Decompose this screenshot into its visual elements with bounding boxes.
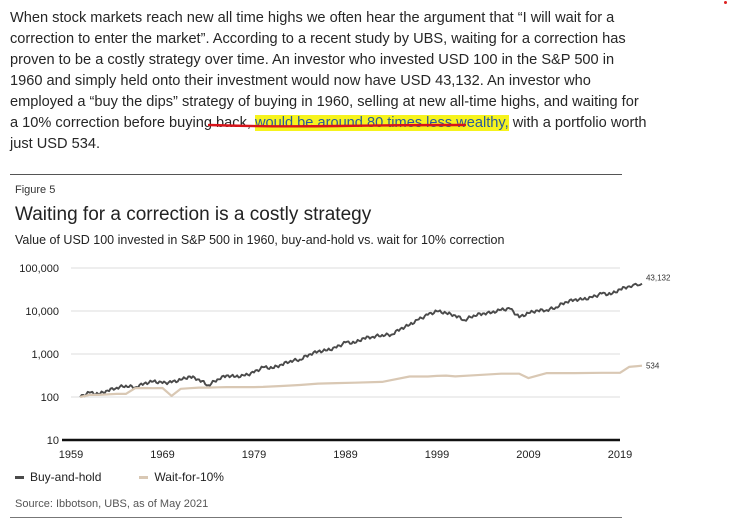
chart-subtitle: Value of USD 100 invested in S&P 500 in … [15,233,505,247]
red-dot-marker [724,1,727,4]
chart-title: Waiting for a correction is a costly str… [15,204,372,225]
y-tick-label: 1,000 [31,349,59,361]
legend-swatch [139,475,149,479]
x-tick-label: 2019 [608,449,632,461]
y-tick-label: 10,000 [25,306,59,318]
series-end-label: 43,132 [646,274,671,283]
legend-label: Wait-for-10% [154,470,224,484]
y-tick-label: 10 [47,435,59,447]
paragraph-before: When stock markets reach new all time hi… [10,10,639,131]
paragraph-after: with a portfolio worth just USD 534. [10,115,647,152]
chart-legend: Buy-and-hold Wait-for-10% [15,470,224,484]
chart-grid [62,267,620,442]
x-axis-ticks: 1959 1969 1979 1989 1999 2009 2019 [59,449,632,461]
x-tick-label: 1979 [242,449,266,461]
y-tick-label: 100,000 [19,263,59,275]
series-line-wait-for-10 [79,364,643,399]
x-tick-label: 1969 [150,449,174,461]
series-end-label: 534 [646,362,660,371]
y-axis-ticks: 100,000 10,000 1,000 100 10 [19,263,59,447]
figure-bottom-rule [10,517,622,518]
chart-source: Source: Ibbotson, UBS, as of May 2021 [15,498,209,510]
figure-top-rule [10,174,622,175]
x-tick-label: 1959 [59,449,83,461]
x-tick-label: 2009 [516,449,540,461]
legend-label: Buy-and-hold [30,470,102,484]
series-lines [79,282,643,399]
figure-label: Figure 5 [15,184,56,196]
legend-swatch [15,475,24,479]
x-tick-label: 1999 [425,449,449,461]
article-paragraph: When stock markets reach new all time hi… [10,8,650,155]
red-underline-annotation [208,123,466,128]
series-end-labels: 43,132 534 [646,274,671,371]
y-tick-label: 100 [41,392,59,404]
legend-item-buy-and-hold: Buy-and-hold [15,470,101,484]
legend-item-wait-for-10: Wait-for-10% [139,470,224,484]
x-tick-label: 1989 [333,449,357,461]
series-line-buy-and-hold [79,282,643,398]
